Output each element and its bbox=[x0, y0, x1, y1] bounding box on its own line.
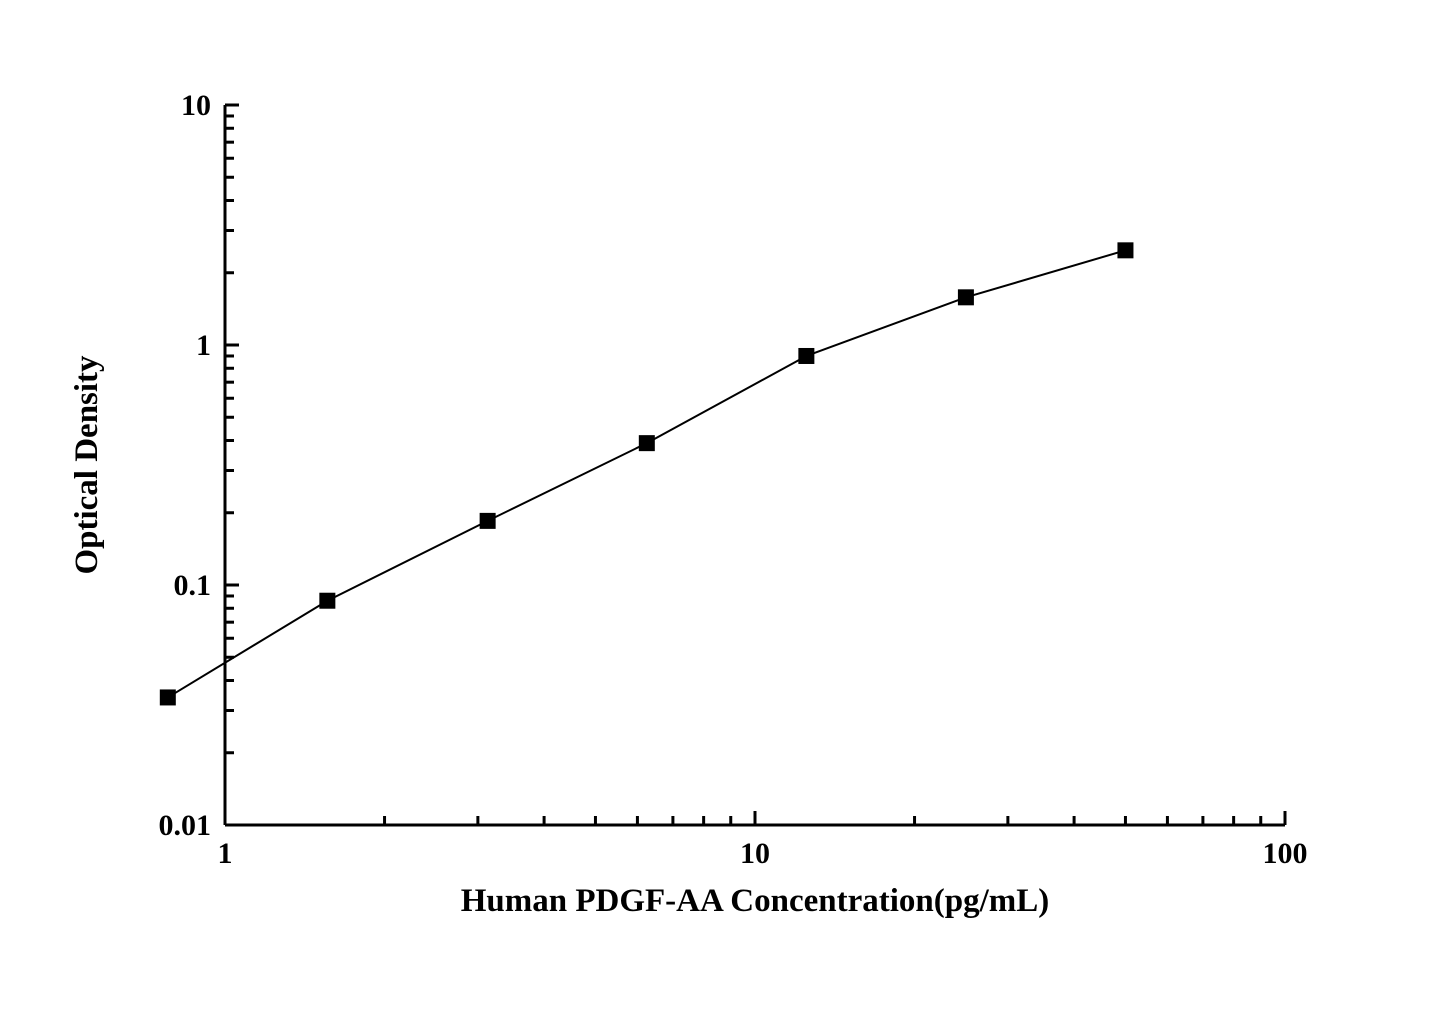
y-tick-label: 0.1 bbox=[174, 569, 212, 602]
y-axis-label: Optical Density bbox=[69, 355, 105, 575]
y-tick-label: 10 bbox=[181, 89, 211, 122]
x-tick-label: 100 bbox=[1263, 837, 1308, 870]
data-point-marker bbox=[480, 513, 496, 529]
data-point-marker bbox=[319, 593, 335, 609]
data-point-marker bbox=[958, 289, 974, 305]
x-tick-label: 10 bbox=[740, 837, 770, 870]
data-point-marker bbox=[798, 348, 814, 364]
chart-container: 1 10 100 0.01 0.1 1 10 Human PDGF-AA Concentrat… bbox=[0, 0, 1445, 1009]
y-tick-label: 1 bbox=[196, 329, 211, 362]
elisa-standard-curve-chart: 1 10 100 0.01 0.1 1 10 Human PDGF-AA Concentrat… bbox=[0, 0, 1445, 1009]
data-point-marker bbox=[160, 689, 176, 705]
x-axis-label: Human PDGF-AA Concentration(pg/mL) bbox=[461, 883, 1050, 919]
data-point-marker bbox=[639, 435, 655, 451]
y-tick-label: 0.01 bbox=[159, 809, 212, 842]
x-tick-label: 1 bbox=[218, 837, 233, 870]
data-point-marker bbox=[1117, 242, 1133, 258]
